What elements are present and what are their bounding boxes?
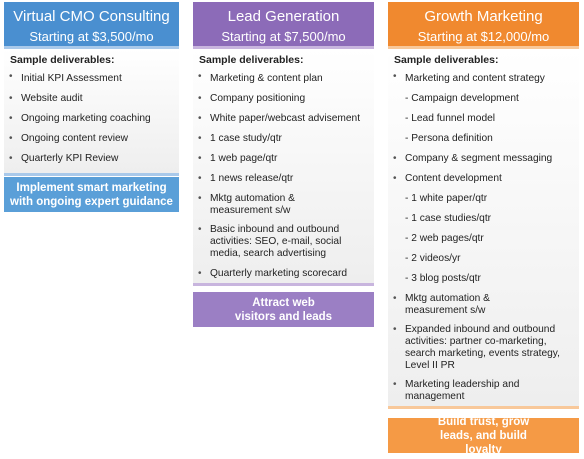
bullet-icon: •	[393, 324, 397, 335]
bullet-icon: •	[9, 93, 13, 104]
list-item: • 1 news release/qtr	[198, 173, 294, 184]
list-item: • Company positioning	[198, 93, 306, 104]
bullet-icon: •	[198, 93, 202, 104]
deliverables-panel: Sample deliverables: • Initial KPI Assess…	[4, 49, 179, 173]
cta-banner[interactable]: Attract web visitors and leads	[193, 292, 374, 327]
bullet-icon: •	[9, 71, 13, 82]
list-item: - Campaign development	[405, 93, 519, 104]
list-item: - Persona definition	[405, 133, 493, 144]
list-item: - Lead funnel model	[405, 113, 496, 124]
list-item: • Website audit	[9, 93, 83, 104]
list-item: • Mktg automation & measurement s/w	[393, 293, 490, 316]
list-item: • Mktg automation & measurement s/w	[198, 193, 295, 216]
tier-header: Virtual CMO Consulting Starting at $3,50…	[4, 2, 179, 46]
list-item: • Company & segment messaging	[393, 153, 553, 164]
bullet-icon: •	[9, 153, 13, 164]
divider	[388, 46, 579, 49]
deliverables-label: Sample deliverables:	[199, 54, 304, 66]
bullet-icon: •	[393, 293, 397, 304]
tier-header: Growth Marketing Starting at $12,000/mo	[388, 2, 579, 46]
deliverables-label: Sample deliverables:	[10, 54, 115, 66]
bullet-icon: •	[9, 113, 13, 124]
tier-price: Starting at $12,000/mo	[417, 29, 550, 44]
list-item: - 1 white paper/qtr	[405, 193, 488, 204]
bullet-icon: •	[9, 133, 13, 144]
tier-header: Lead Generation Starting at $7,500/mo	[193, 2, 374, 46]
cta-banner[interactable]: Implement smart marketing with ongoing e…	[4, 177, 179, 212]
tier-title: Virtual CMO Consulting	[13, 8, 170, 25]
list-item: • Ongoing marketing coaching	[9, 113, 151, 124]
deliverables-list: • Initial KPI Assessment • Website audit •…	[4, 71, 179, 173]
list-item: • Ongoing content review	[9, 133, 129, 144]
tier-price: Starting at $3,500/mo	[29, 29, 154, 44]
list-item: • Expanded inbound and outbound activitie…	[393, 324, 560, 371]
bullet-icon: •	[198, 113, 202, 124]
list-item: • Marketing and content strategy	[393, 71, 545, 84]
deliverables-list: • Marketing and content strategy - Campai…	[388, 71, 579, 407]
list-item: • Content development	[393, 173, 502, 184]
list-item: • Marketing leadership and management	[393, 379, 520, 402]
deliverables-label: Sample deliverables:	[394, 54, 499, 66]
list-item: • 1 case study/qtr	[198, 133, 282, 144]
list-item: • 1 web page/qtr	[198, 153, 278, 164]
bullet-icon: •	[393, 153, 397, 164]
list-item: • Marketing & content plan	[198, 71, 323, 84]
list-item: - 2 web pages/qtr	[405, 233, 484, 244]
cta-banner[interactable]: Build trust, grow leads, and build loyal…	[388, 416, 579, 456]
bullet-icon: •	[393, 379, 397, 390]
list-item: • White paper/webcast advisement	[198, 113, 361, 124]
list-item: • Quarterly KPI Review	[9, 153, 119, 164]
bullet-icon: •	[198, 193, 202, 204]
divider	[193, 46, 374, 49]
tier-price: Starting at $7,500/mo	[221, 29, 346, 44]
bullet-icon: •	[198, 268, 202, 279]
divider	[388, 406, 579, 409]
tier-title: Growth Marketing	[424, 8, 543, 25]
bullet-icon: •	[393, 71, 397, 82]
deliverables-panel: Sample deliverables: • Marketing and cont…	[388, 49, 579, 406]
list-item: • Basic inbound and outbound activities: …	[198, 224, 342, 259]
bullet-icon: •	[198, 173, 202, 184]
list-item: - 1 case studies/qtr	[405, 213, 492, 224]
divider	[4, 46, 179, 49]
divider	[193, 283, 374, 286]
tier-title: Lead Generation	[227, 8, 340, 25]
list-item: - 3 blog posts/qtr	[405, 273, 481, 284]
bullet-icon: •	[198, 224, 202, 235]
deliverables-panel: Sample deliverables: • Marketing & conten…	[193, 49, 374, 283]
bullet-icon: •	[198, 71, 202, 82]
deliverables-list: • Marketing & content plan • Company posit…	[193, 71, 374, 288]
divider	[4, 173, 179, 176]
list-item: • Initial KPI Assessment	[9, 71, 122, 84]
bullet-icon: •	[393, 173, 397, 184]
bullet-icon: •	[198, 133, 202, 144]
list-item: • Quarterly marketing scorecard	[198, 268, 348, 279]
list-item: - 2 videos/yr	[405, 253, 461, 264]
bullet-icon: •	[198, 153, 202, 164]
